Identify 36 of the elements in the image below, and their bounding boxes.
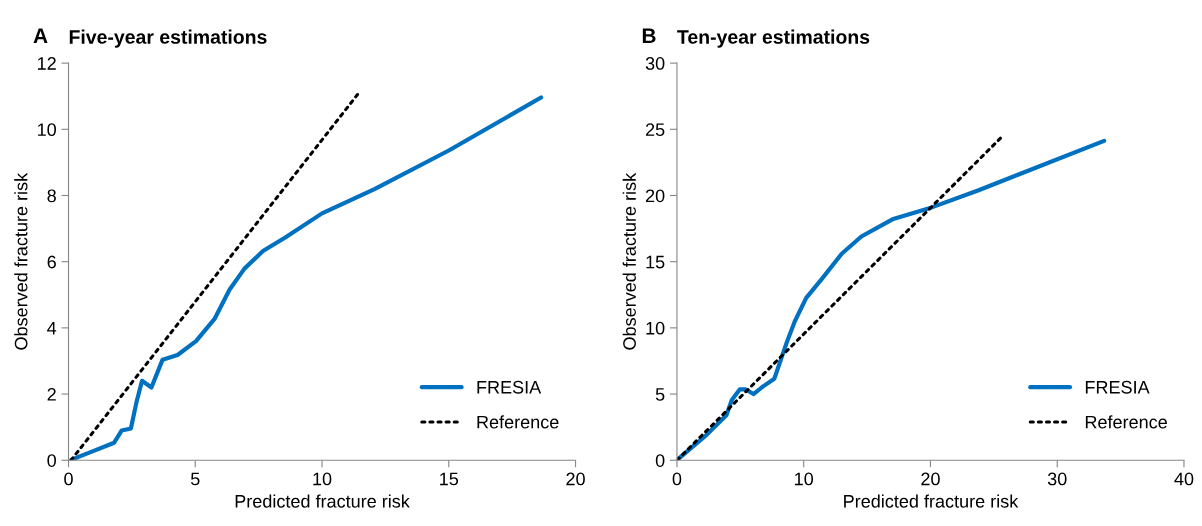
x-tick-label: 20	[921, 472, 940, 486]
legend-label: Reference	[477, 415, 559, 429]
x-tick-label: 10	[313, 472, 332, 486]
chart-title: Ten-year estimations	[677, 29, 870, 48]
y-tick-label: 4	[47, 321, 57, 335]
y-tick-label: 5	[655, 388, 665, 401]
y-axis-title: Observed fracture risk	[14, 172, 28, 350]
x-tick-label: 15	[440, 472, 459, 486]
y-tick-label: 2	[47, 388, 56, 401]
x-tick-label: 30	[1047, 472, 1067, 486]
text: B	[642, 28, 656, 43]
y-tick-label: 20	[645, 189, 665, 203]
y-tick-label: 12	[38, 57, 56, 70]
x-tick-label: 0	[64, 472, 73, 486]
y-tick-label: 6	[47, 255, 56, 269]
y-tick-label: 15	[646, 255, 665, 269]
chart-title: Five-year estimations	[69, 29, 267, 48]
x-tick-label: 40	[1174, 472, 1194, 486]
legend-label: Reference	[1085, 415, 1167, 429]
y-tick-label: 0	[655, 454, 665, 467]
x-axis-title: Predicted fracture risk	[844, 494, 1019, 508]
y-tick-label: 8	[47, 189, 56, 203]
x-tick-label: 0	[672, 472, 682, 486]
y-tick-label: 10	[646, 321, 665, 335]
y-tick-label: 10	[38, 123, 56, 137]
x-axis-title: Predicted fracture risk	[235, 494, 410, 508]
y-tick-label: 0	[47, 454, 56, 467]
legend-label: FRESIA	[1085, 380, 1150, 394]
text: A	[33, 28, 48, 43]
y-tick-label: 25	[645, 123, 665, 137]
legend-label: FRESIA	[477, 380, 542, 394]
x-tick-label: 5	[190, 472, 200, 486]
x-tick-label: 20	[566, 472, 585, 486]
x-tick-label: 10	[795, 472, 814, 486]
y-tick-label: 30	[645, 57, 665, 70]
y-axis-title: Observed fracture risk	[622, 172, 636, 350]
